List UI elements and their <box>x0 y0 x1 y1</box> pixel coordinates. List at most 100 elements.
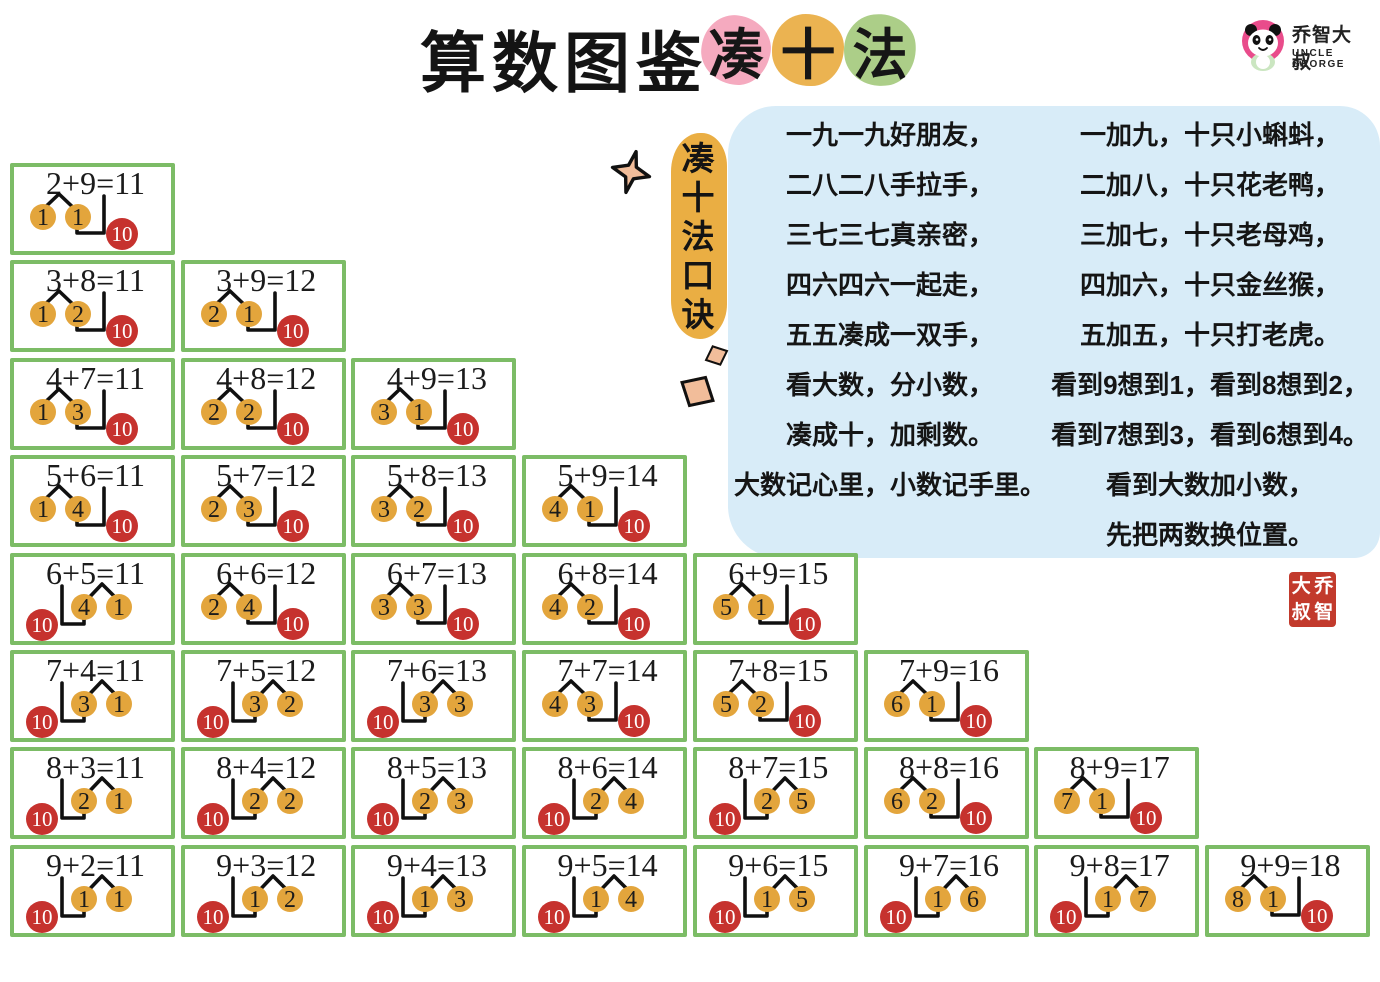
addend-circle <box>276 885 303 912</box>
svg-text:10: 10 <box>32 905 53 929</box>
ten-circle <box>276 315 309 348</box>
addend-circle <box>577 593 604 620</box>
ten-circle <box>447 412 480 445</box>
svg-text:2: 2 <box>208 595 220 621</box>
rhyme-line: 凑成十，加剩数。 <box>785 420 994 450</box>
addend-circle <box>747 691 774 717</box>
equation-cell-9-4: 9+4=13 1 3 10 <box>351 844 517 937</box>
rhyme-line: 二加八，十只花老鸭， <box>1079 170 1340 200</box>
svg-text:10: 10 <box>373 807 394 831</box>
rhyme-line: 五五凑成一双手， <box>785 320 994 350</box>
addend-circle <box>788 788 815 815</box>
svg-text:3: 3 <box>454 692 466 718</box>
addend-circle <box>577 496 604 523</box>
svg-text:10: 10 <box>794 612 815 636</box>
seal-char: 叔 <box>1291 601 1311 623</box>
svg-text:3: 3 <box>584 692 596 718</box>
addend-circle <box>241 788 268 815</box>
svg-text:2: 2 <box>284 789 296 815</box>
svg-text:10: 10 <box>714 905 735 929</box>
svg-text:3: 3 <box>243 497 255 523</box>
svg-text:2: 2 <box>926 789 938 815</box>
svg-text:10: 10 <box>202 905 223 929</box>
equation-cell-5-9: 5+9=14 4 1 10 <box>522 455 688 548</box>
ten-circle <box>708 900 741 933</box>
svg-text:1: 1 <box>926 692 938 718</box>
addend-circle <box>712 691 739 717</box>
svg-text:1: 1 <box>78 887 90 913</box>
addend-circle <box>30 496 56 523</box>
equation-cell-6-5: 6+5=11 4 1 10 <box>10 552 175 645</box>
seal-char: 乔 <box>1314 576 1334 598</box>
addend-circle <box>542 593 569 620</box>
addend-circle <box>106 593 132 620</box>
svg-text:7: 7 <box>1137 887 1149 913</box>
ten-circle <box>538 900 571 933</box>
addend-circle <box>883 691 910 717</box>
svg-text:1: 1 <box>37 302 49 328</box>
svg-text:4: 4 <box>549 595 561 621</box>
addend-circle <box>788 885 815 912</box>
addend-circle <box>71 691 97 717</box>
svg-text:4: 4 <box>549 497 561 523</box>
addend-circle <box>106 691 132 717</box>
equation-cell-3-8: 3+8=11 1 2 10 <box>10 260 175 353</box>
addend-circle <box>753 885 780 912</box>
vertical-slogan-highlight <box>671 133 727 339</box>
svg-text:4: 4 <box>78 595 90 621</box>
svg-text:3: 3 <box>454 887 466 913</box>
equation-cell-9-7: 9+7=16 1 6 10 <box>863 844 1029 937</box>
svg-text:1: 1 <box>1102 887 1114 913</box>
rhyme-line: 二八二八手拉手， <box>785 170 994 200</box>
ten-circle <box>959 802 992 835</box>
brand-logo: 乔智大叔 UNCLE GEORGE <box>1240 18 1370 73</box>
addend-circle <box>241 691 268 717</box>
svg-text:10: 10 <box>453 612 474 636</box>
svg-text:1: 1 <box>37 497 49 523</box>
svg-text:10: 10 <box>794 709 815 733</box>
addend-circle <box>241 885 268 912</box>
svg-text:1: 1 <box>761 887 773 913</box>
rhyme-line: 大数记心里，小数记手里。 <box>733 470 1046 500</box>
svg-text:2: 2 <box>72 302 84 328</box>
svg-text:3: 3 <box>378 595 390 621</box>
addend-circle <box>235 301 262 328</box>
svg-text:10: 10 <box>624 612 645 636</box>
rhyme-line: 三七三七真亲密， <box>785 220 994 250</box>
svg-text:10: 10 <box>202 710 223 734</box>
svg-text:8: 8 <box>1232 887 1244 913</box>
ten-circle <box>447 607 480 640</box>
addend-circle <box>71 593 97 620</box>
svg-text:10: 10 <box>282 514 303 538</box>
svg-text:1: 1 <box>1096 789 1108 815</box>
addend-circle <box>71 788 97 815</box>
vertical-slogan-char: 凑 <box>681 140 715 177</box>
addend-circle <box>406 398 433 425</box>
equation-cell-7-6: 7+6=13 3 3 10 <box>351 650 517 742</box>
ten-circle <box>1130 802 1163 835</box>
svg-text:4: 4 <box>72 497 84 523</box>
equation-cell-6-7: 6+7=13 3 3 10 <box>351 552 517 645</box>
addend-circle <box>712 593 739 620</box>
svg-text:1: 1 <box>113 789 125 815</box>
addend-circle <box>106 885 132 912</box>
ten-circle <box>106 315 138 348</box>
addend-circle <box>235 593 262 620</box>
svg-text:1: 1 <box>249 887 261 913</box>
addend-circle <box>235 496 262 523</box>
equation-cell-6-6: 6+6=12 2 4 10 <box>180 552 346 645</box>
addend-circle <box>371 398 398 425</box>
svg-text:1: 1 <box>113 595 125 621</box>
ten-circle <box>1050 900 1083 933</box>
svg-text:10: 10 <box>282 417 303 441</box>
svg-text:6: 6 <box>891 692 903 718</box>
equation-cell-8-3: 8+3=11 2 1 10 <box>10 747 175 840</box>
svg-text:10: 10 <box>112 417 133 441</box>
addend-circle <box>276 788 303 815</box>
ten-circle <box>276 510 309 543</box>
svg-text:1: 1 <box>1267 887 1279 913</box>
svg-text:10: 10 <box>1056 905 1077 929</box>
equation-cell-8-6: 8+6=14 2 4 10 <box>522 747 688 840</box>
addend-circle <box>918 691 945 717</box>
